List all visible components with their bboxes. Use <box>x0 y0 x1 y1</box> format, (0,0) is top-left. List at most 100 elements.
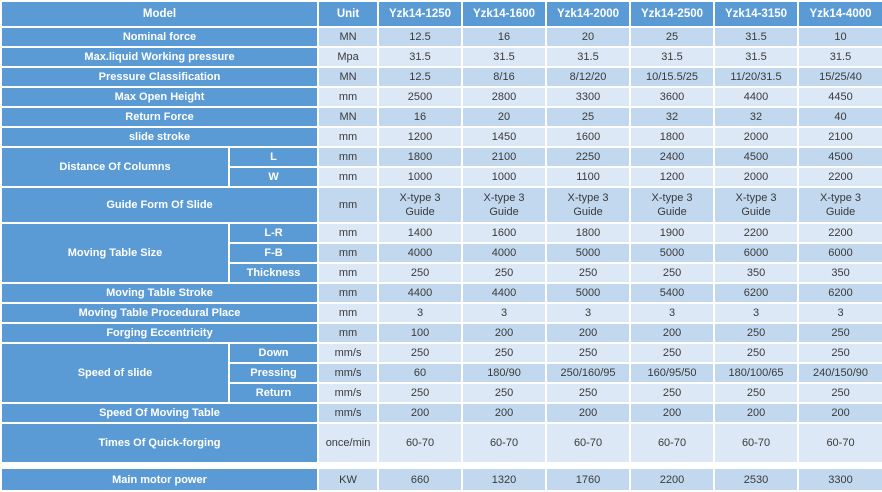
value-cell: 200 <box>629 322 716 344</box>
row-sub-label: L <box>227 146 320 168</box>
table-row: Max Open Height mm 2500 2800 3300 3600 4400 445… <box>0 86 882 108</box>
value-cell: 31.5 <box>377 46 464 68</box>
value-cell: 31.5 <box>713 26 800 48</box>
row-sub-label: L-R <box>227 222 320 244</box>
header-model-column-6: Yzk14-4000 <box>797 0 882 28</box>
unit-cell: mm/s <box>317 402 380 424</box>
header-unit: Unit <box>317 0 380 28</box>
row-sub-label: Down <box>227 342 320 364</box>
value-cell: 20 <box>461 106 548 128</box>
header-model-column-5: Yzk14-3150 <box>713 0 800 28</box>
value-cell: 200 <box>461 322 548 344</box>
value-cell: 350 <box>797 262 882 284</box>
value-cell: 250 <box>629 342 716 364</box>
value-cell: 250 <box>713 322 800 344</box>
value-cell: 1200 <box>377 126 464 148</box>
value-cell: 40 <box>797 106 882 128</box>
header-model-column-2: Yzk14-1600 <box>461 0 548 28</box>
unit-cell: mm <box>317 242 380 264</box>
table-row: Moving Table Size L-R mm 1400 1600 1800 1900 22… <box>0 222 882 284</box>
value-cell: 10/15.5/25 <box>629 66 716 88</box>
table-row: Speed Of Moving Table mm/s 200 200 200 200 200… <box>0 402 882 424</box>
value-cell: 1900 <box>629 222 716 244</box>
value-cell: 15/25/40 <box>797 66 882 88</box>
value-cell: 180/90 <box>461 362 548 384</box>
value-cell: 2100 <box>461 146 548 168</box>
table-row: F-B mm 4000 4000 5000 5000 6000 6000 <box>1 242 882 264</box>
row-label: Forging Eccentricity <box>0 322 320 344</box>
value-cell: 10 <box>797 26 882 48</box>
table-header: Model Unit Yzk14-1250 Yzk14-1600 Yzk14-2… <box>0 0 882 28</box>
value-cell: X-type 3 Guide <box>377 186 464 224</box>
value-cell: 3 <box>629 302 716 324</box>
table-row: Guide Form Of Slide mm X-type 3 Guide X-typ… <box>0 186 882 224</box>
row-sub-label: F-B <box>227 242 320 264</box>
unit-cell: MN <box>317 66 380 88</box>
row-label: Moving Table Stroke <box>0 282 320 304</box>
value-cell: 2400 <box>629 146 716 168</box>
value-cell: 250 <box>545 382 632 404</box>
value-cell: 250 <box>545 342 632 364</box>
unit-cell: mm <box>317 146 380 168</box>
unit-cell: mm <box>317 86 380 108</box>
value-cell: 8/12/20 <box>545 66 632 88</box>
unit-cell: MN <box>317 26 380 48</box>
table-row: Pressure Classification MN 12.5 8/16 8/12/20… <box>0 66 882 88</box>
table-row: Forging Eccentricity mm 100 200 200 200 250 250 <box>0 322 882 344</box>
header-model-column-4: Yzk14-2500 <box>629 0 716 28</box>
value-cell: 1400 <box>377 222 464 244</box>
value-cell: 1450 <box>461 126 548 148</box>
unit-cell: mm <box>317 126 380 148</box>
value-cell: 250 <box>713 342 800 364</box>
value-cell: 12.5 <box>377 66 464 88</box>
table-gap-cell <box>1 463 882 468</box>
value-cell: X-type 3 Guide <box>713 186 800 224</box>
unit-cell: mm <box>317 186 380 224</box>
unit-cell: mm <box>317 282 380 304</box>
value-cell: 60-70 <box>461 422 548 464</box>
value-cell: 25 <box>629 26 716 48</box>
value-cell: 200 <box>797 402 882 424</box>
value-cell: X-type 3 Guide <box>545 186 632 224</box>
value-cell: 180/100/65 <box>713 362 800 384</box>
value-cell: 2250 <box>545 146 632 168</box>
value-cell: 250 <box>377 342 464 364</box>
value-cell: 3600 <box>629 86 716 108</box>
table-row: Moving Table Stroke mm 4400 4400 5000 5400 620… <box>0 282 882 304</box>
value-cell: 200 <box>713 402 800 424</box>
value-cell: 4000 <box>377 242 464 264</box>
value-cell: 250 <box>797 322 882 344</box>
value-cell: 11/20/31.5 <box>713 66 800 88</box>
unit-cell: mm/s <box>317 362 380 384</box>
value-cell: 350 <box>713 262 800 284</box>
spec-table-body: Nominal force MN 12.5 16 20 25 31.5 10 Max.liqui… <box>0 26 882 492</box>
value-cell: 2800 <box>461 86 548 108</box>
value-cell: 2500 <box>377 86 464 108</box>
value-cell: 60-70 <box>797 422 882 464</box>
value-cell: 250 <box>797 342 882 364</box>
value-cell: 8/16 <box>461 66 548 88</box>
value-cell: 250 <box>461 342 548 364</box>
value-cell: 3 <box>797 302 882 324</box>
value-cell: 2200 <box>713 222 800 244</box>
header-model-column-1: Yzk14-1250 <box>377 0 464 28</box>
row-label: Speed Of Moving Table <box>0 402 320 424</box>
value-cell: 60 <box>377 362 464 384</box>
value-cell: 3 <box>713 302 800 324</box>
value-cell: 160/95/50 <box>629 362 716 384</box>
value-cell: 1800 <box>377 146 464 168</box>
value-cell: 250 <box>797 382 882 404</box>
value-cell: 250 <box>545 262 632 284</box>
value-cell: 1800 <box>629 126 716 148</box>
value-cell: 31.5 <box>545 46 632 68</box>
value-cell: 250 <box>629 382 716 404</box>
value-cell: 25 <box>545 106 632 128</box>
value-cell: 1000 <box>461 166 548 188</box>
value-cell: 250 <box>713 382 800 404</box>
value-cell: 2200 <box>797 222 882 244</box>
value-cell: 6200 <box>797 282 882 304</box>
table-row: Times Of Quick-forging once/min 60-70 60-70… <box>0 422 882 464</box>
unit-cell: mm <box>317 262 380 284</box>
